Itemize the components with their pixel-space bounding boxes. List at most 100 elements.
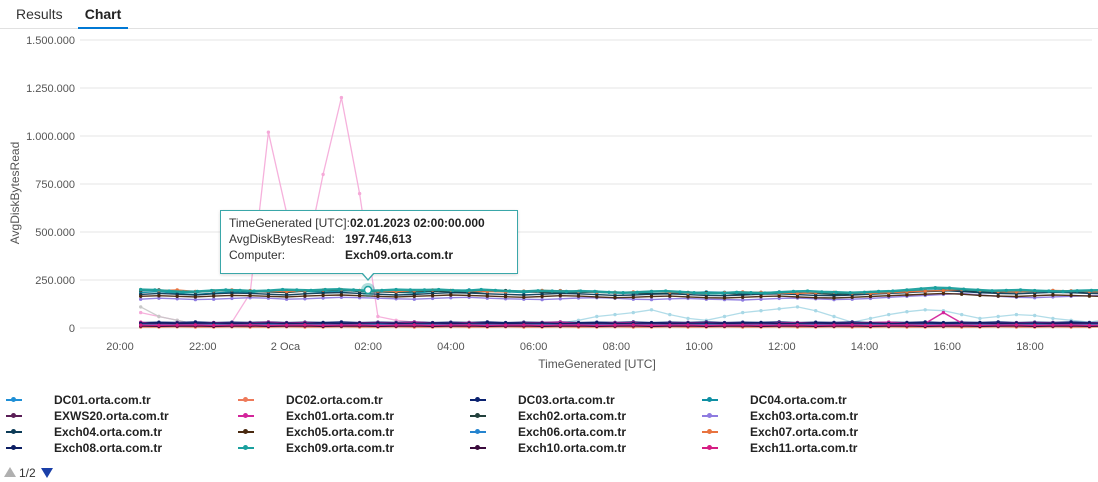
tooltip-computer-label: Computer:: [229, 248, 286, 262]
series-exch11-orta-com-tr[interactable]: [139, 323, 1098, 328]
data-point: [1004, 288, 1008, 293]
data-point: [593, 289, 597, 294]
y-tick-label: 1.000.000: [26, 131, 75, 143]
data-point: [722, 314, 727, 319]
data-point: [668, 323, 672, 327]
tooltip-time-label: TimeGenerated [UTC]:: [229, 216, 350, 230]
data-point: [850, 295, 854, 299]
data-point: [960, 312, 964, 317]
x-tick-label: 2 Oca: [271, 341, 301, 353]
data-point: [704, 296, 708, 300]
data-point: [741, 298, 745, 302]
data-point: [631, 295, 635, 299]
data-point: [905, 310, 909, 314]
data-point: [449, 296, 453, 300]
tab-results[interactable]: Results: [16, 6, 63, 22]
data-point: [295, 288, 299, 292]
tooltip-metric-row: AvgDiskBytesRead: 197.746,613: [229, 231, 509, 247]
data-point: [522, 323, 526, 327]
series-line: [140, 325, 1098, 328]
data-point: [139, 297, 143, 301]
data-point: [996, 323, 1000, 327]
y-tick-label: 1.250.000: [26, 83, 75, 95]
data-point: [230, 323, 234, 327]
x-tick-label: 02:00: [354, 341, 382, 353]
legend-swatch-icon: [6, 445, 22, 450]
data-point: [834, 290, 838, 294]
data-point: [437, 287, 441, 292]
series-exch05-orta-com-tr[interactable]: [139, 291, 1098, 300]
data-point: [479, 287, 483, 292]
tooltip-metric-label: AvgDiskBytesRead:: [229, 232, 335, 246]
data-point: [649, 297, 654, 302]
legend-swatch-icon: [702, 429, 718, 434]
data-point: [503, 323, 508, 327]
data-point: [887, 294, 891, 298]
data-point: [649, 289, 654, 294]
data-point: [595, 314, 599, 319]
data-point: [704, 323, 708, 327]
legend-label: Exch11.orta.com.tr: [750, 441, 858, 455]
x-tick-label: 18:00: [1016, 341, 1044, 353]
data-point: [820, 290, 824, 294]
y-tick-label: 750.000: [35, 179, 75, 191]
data-point: [978, 293, 982, 298]
data-point: [284, 323, 289, 327]
series-exch09-orta-com-tr[interactable]: [139, 286, 1098, 296]
data-point: [230, 296, 234, 301]
data-point: [905, 293, 909, 297]
data-point: [284, 295, 289, 299]
data-point: [1014, 312, 1019, 317]
data-point: [139, 305, 143, 309]
data-point: [923, 289, 927, 293]
legend-swatch-icon: [470, 397, 486, 402]
data-point: [1089, 288, 1094, 293]
data-point: [576, 294, 581, 298]
data-point: [962, 287, 966, 291]
data-point: [139, 323, 143, 327]
data-point: [422, 288, 427, 292]
data-point: [960, 292, 964, 296]
data-point: [175, 294, 179, 298]
data-point: [777, 323, 781, 327]
data-point: [777, 290, 781, 294]
data-point: [558, 294, 562, 298]
pager-text: 1/2: [19, 466, 36, 480]
legend-label: Exch09.orta.com.tr: [286, 441, 395, 455]
data-point: [759, 294, 763, 299]
data-point: [357, 323, 362, 327]
x-tick-label: 20:00: [106, 341, 134, 353]
data-point: [181, 290, 185, 294]
data-point: [248, 294, 252, 298]
data-point: [321, 296, 325, 300]
data-point: [795, 305, 800, 309]
x-tick-label: 12:00: [768, 341, 796, 353]
data-point: [1033, 288, 1037, 293]
data-point: [540, 323, 544, 327]
data-point: [303, 294, 307, 298]
data-point: [1033, 323, 1037, 327]
data-point: [157, 323, 161, 327]
data-point: [706, 291, 710, 296]
legend-label: Exch03.orta.com.tr: [750, 409, 859, 423]
tooltip-time-value: 02.01.2023 02:00:00.000: [349, 216, 485, 230]
data-point: [759, 309, 763, 313]
pager-up-icon[interactable]: [4, 467, 16, 477]
legend-swatch-icon: [6, 413, 22, 418]
data-point: [266, 294, 271, 298]
hover-point[interactable]: [361, 283, 375, 297]
data-point: [876, 289, 881, 294]
legend-swatch-icon: [470, 429, 486, 434]
tooltip-computer-row: Computer: Exch09.orta.com.tr: [229, 247, 509, 263]
data-point: [430, 294, 435, 298]
data-point: [376, 323, 380, 327]
data-point: [795, 295, 800, 299]
data-point: [791, 289, 796, 294]
data-point: [351, 288, 356, 292]
data-point: [412, 323, 416, 327]
data-point: [209, 288, 214, 293]
pager-down-icon[interactable]: [41, 468, 53, 478]
x-tick-label: 06:00: [520, 341, 548, 353]
tab-chart[interactable]: Chart: [78, 0, 128, 29]
legend-label: DC04.orta.com.tr: [750, 393, 847, 407]
